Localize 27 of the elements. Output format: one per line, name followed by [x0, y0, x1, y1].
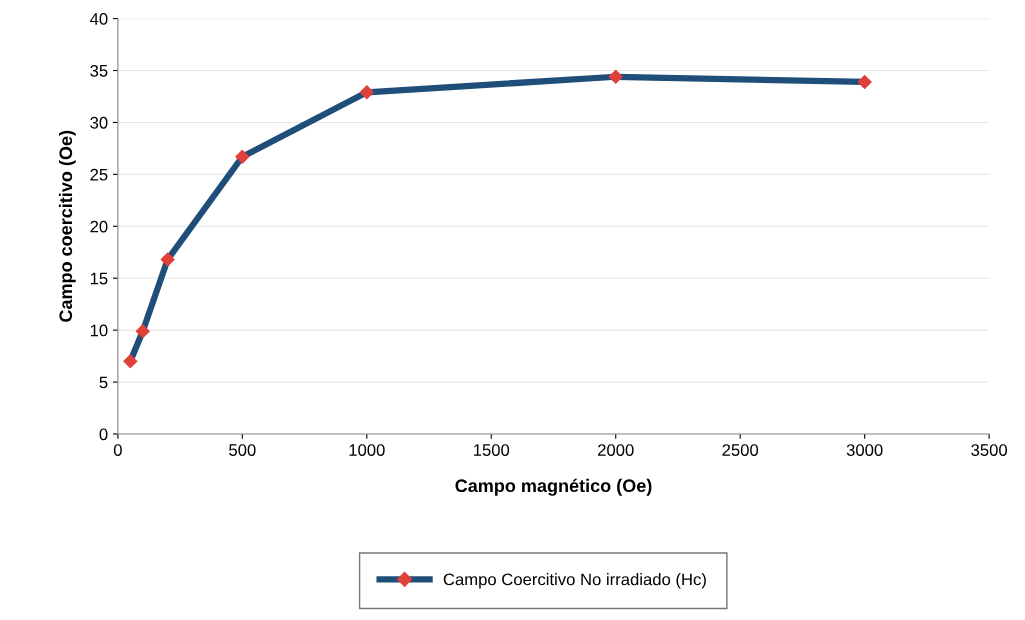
x-tick-label: 500	[229, 444, 256, 456]
point	[123, 354, 138, 369]
x-tick-label: 2500	[722, 444, 759, 456]
x-tick-label: 3000	[846, 444, 883, 456]
point	[359, 85, 375, 100]
y-tick-label: 10	[90, 324, 108, 337]
x-tick-label: 1000	[349, 444, 385, 456]
y-tick-label: 40	[90, 13, 108, 25]
y-tick-label: 30	[90, 116, 108, 129]
y-tick-label: 35	[90, 64, 108, 77]
y-tick-label: 0	[99, 428, 108, 441]
point	[608, 69, 624, 85]
x-tick-label: 2000	[598, 444, 634, 456]
y-axis-title: Campo coercitivo (Oe)	[58, 130, 76, 322]
x-axis-title: Campo magnético (Oe)	[455, 478, 652, 496]
y-tick-label: 25	[90, 168, 108, 181]
x-tick-label: 0	[113, 444, 122, 456]
point	[135, 323, 151, 339]
y-tick-label: 20	[90, 220, 108, 233]
x-tick-label: 1500	[474, 444, 510, 456]
point	[235, 149, 250, 164]
y-tick-label: 5	[99, 376, 108, 389]
point	[160, 252, 175, 267]
y-tick-label: 15	[90, 272, 108, 285]
point	[857, 74, 872, 90]
x-tick-label: 3500	[971, 444, 1008, 456]
legend-label: Campo Coercitivo No irradiado (Hc)	[443, 573, 706, 589]
